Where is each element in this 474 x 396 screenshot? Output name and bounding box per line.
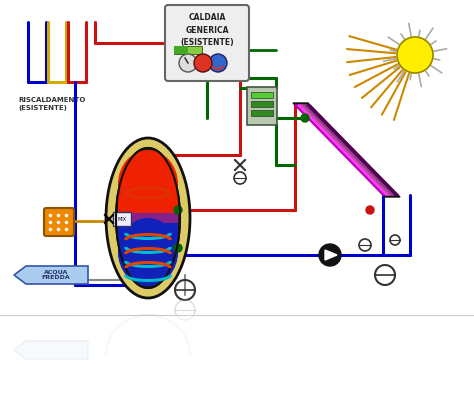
- Bar: [251, 110, 273, 116]
- Circle shape: [319, 244, 341, 266]
- Circle shape: [397, 37, 433, 73]
- Bar: [174, 46, 202, 54]
- Ellipse shape: [118, 150, 178, 218]
- Polygon shape: [325, 250, 337, 260]
- Bar: [251, 101, 273, 107]
- Bar: [0, 315, 474, 396]
- FancyBboxPatch shape: [247, 87, 277, 125]
- Ellipse shape: [118, 218, 178, 286]
- Polygon shape: [293, 103, 400, 197]
- Polygon shape: [295, 105, 386, 195]
- Circle shape: [366, 206, 374, 214]
- Circle shape: [174, 206, 182, 214]
- Ellipse shape: [116, 148, 180, 288]
- Polygon shape: [307, 105, 398, 195]
- Bar: [118, 223, 178, 257]
- FancyBboxPatch shape: [44, 208, 74, 236]
- Circle shape: [179, 54, 197, 72]
- Text: CALDAIA
GENERICA
(ESISTENTE): CALDAIA GENERICA (ESISTENTE): [180, 13, 234, 47]
- Bar: [251, 92, 273, 98]
- Circle shape: [209, 54, 227, 72]
- Ellipse shape: [106, 138, 190, 298]
- Text: ACQUA
FREDDA: ACQUA FREDDA: [42, 270, 70, 280]
- Polygon shape: [14, 341, 88, 359]
- Circle shape: [174, 244, 182, 252]
- Bar: [113, 212, 131, 226]
- Circle shape: [194, 54, 212, 72]
- Polygon shape: [14, 266, 88, 284]
- Text: MIX: MIX: [118, 217, 127, 221]
- Polygon shape: [301, 105, 392, 195]
- FancyBboxPatch shape: [165, 5, 249, 81]
- Bar: [118, 184, 178, 218]
- Circle shape: [301, 114, 309, 122]
- Text: RISCALDAMENTO
(ESISTENTE): RISCALDAMENTO (ESISTENTE): [18, 97, 85, 111]
- Bar: [174, 46, 188, 54]
- Polygon shape: [298, 105, 389, 195]
- Bar: [118, 213, 178, 235]
- Polygon shape: [304, 105, 395, 195]
